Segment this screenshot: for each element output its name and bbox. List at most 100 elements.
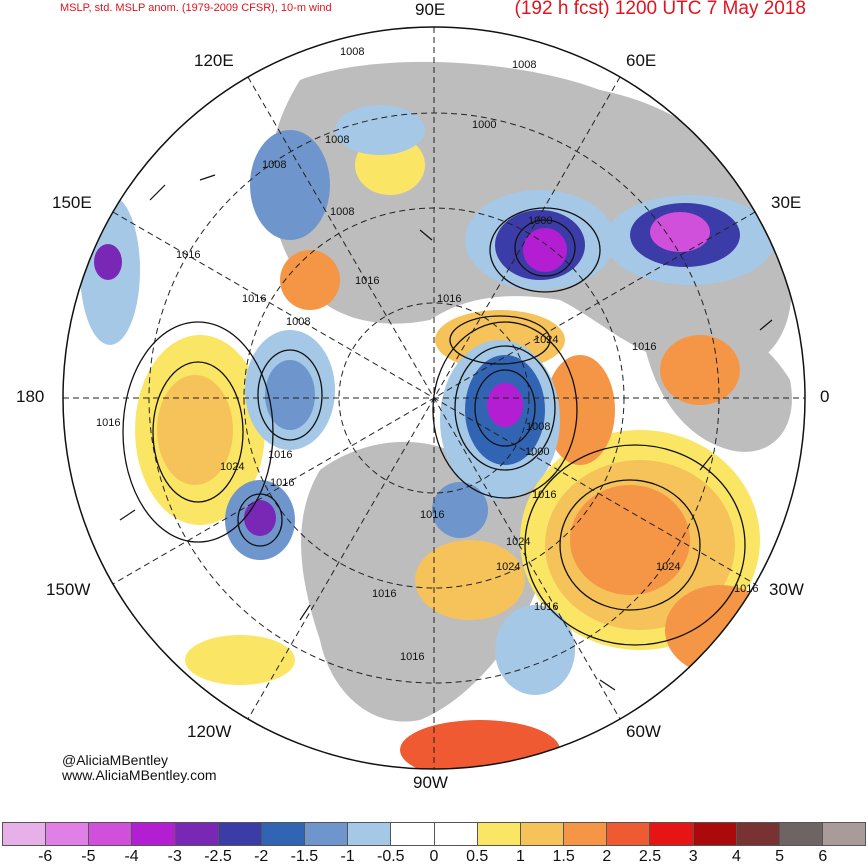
colorbar-tick-label: -6	[38, 848, 53, 865]
isobar-label: 1016	[372, 588, 396, 600]
map-border	[62, 26, 806, 770]
colorbar-tick-label: 2.5	[638, 848, 662, 865]
colorbar-tick-label: 4	[731, 848, 741, 865]
lon-label-60e: 60E	[626, 51, 657, 70]
anom-pos-scandinavia	[545, 355, 615, 465]
anom-neg-hudson	[432, 482, 488, 538]
isobar-label: 1000	[528, 215, 552, 227]
isobar-label: 1016	[534, 601, 558, 613]
lon-label-90e: 90E	[415, 0, 446, 19]
isobar-labels: 1008 1008 1000 1008 1008 1000 1016 1016 …	[96, 46, 758, 663]
anomaly-colorbar	[2, 822, 866, 846]
colorbar-tick-label: -3	[167, 848, 182, 865]
colorbar-segment	[693, 823, 737, 845]
colorbar-segment	[477, 823, 521, 845]
colorbar-segment	[218, 823, 262, 845]
isobar-label: 1016	[532, 489, 556, 501]
isobar-label: 1024	[506, 536, 530, 548]
isobars	[122, 207, 746, 646]
isobar-label: 1016	[734, 583, 758, 595]
isobar-label: 1008	[286, 316, 310, 328]
isobar-label: 1024	[656, 561, 680, 573]
lon-label-150e: 150E	[52, 193, 92, 212]
colorbar-tick-label: 6	[818, 848, 828, 865]
colorbar-ticks: -6 -5 -4 -3 -2.5 -2 -1.5 -1 -0.5 0 0.5 1 1.5 2 2.5 3 4 5 6	[0, 848, 868, 865]
colorbar-segment	[348, 823, 392, 845]
colorbar-segment	[391, 823, 435, 845]
forecast-title: (192 h fcst) 1200 UTC 7 May 2018	[514, 0, 806, 19]
isobar-label: 1008	[330, 206, 354, 218]
isobar-label: 1016	[176, 249, 200, 261]
lon-label-90w: 90W	[413, 773, 448, 792]
isobar-label: 1008	[325, 134, 349, 146]
colorbar-segment	[736, 823, 780, 845]
anom-neg-russia-core	[523, 228, 567, 272]
colorbar-segment	[434, 823, 478, 845]
isobar-label: 1000	[472, 119, 496, 131]
lon-label-120e: 120E	[194, 51, 234, 70]
anom-pos-atlantic-core	[570, 485, 690, 595]
isobar-label: 1008	[512, 59, 536, 71]
isobar-label: 1016	[632, 341, 656, 353]
colorbar-segment	[520, 823, 565, 845]
product-title: MSLP, std. MSLP anom. (1979-2009 CFSR), …	[60, 2, 332, 14]
anom-neg-urals-core	[650, 212, 710, 252]
anom-pos-canada	[415, 540, 525, 620]
wind-barbs	[119, 174, 773, 691]
polar-map: 1008 1008 1000 1008 1008 1000 1016 1016 …	[62, 26, 806, 770]
isobar-label: 1008	[340, 46, 364, 58]
isobar-label: 1016	[355, 275, 379, 287]
isobar-label: 1008	[526, 421, 550, 433]
anom-neg-north-pacific	[335, 105, 425, 155]
colorbar-segment	[564, 823, 608, 845]
colorbar-tick-label: 0.5	[466, 848, 489, 865]
colorbar-segment	[3, 823, 47, 845]
colorbar-tick-label: -4	[124, 848, 139, 865]
isobar-label: 1016	[437, 293, 461, 305]
colorbar-segment	[261, 823, 306, 845]
colorbar-tick-label: -5	[81, 848, 96, 865]
credit-site: www.AliciaMBentley.com	[62, 767, 217, 783]
colorbar-tick-label: 0	[429, 848, 439, 865]
anom-pos-west-africa	[660, 335, 740, 405]
colorbar-tick-label: -2.5	[204, 848, 232, 865]
isobar-label: 1024	[220, 461, 244, 473]
anom-pos-siberia	[280, 250, 340, 310]
isobar-label: 1016	[268, 449, 292, 461]
anom-pos-atlantic-south	[665, 585, 775, 675]
isobar-label: 1000	[525, 446, 549, 458]
colorbar-tick-label: 1.5	[552, 848, 575, 865]
lon-label-180: 180	[16, 387, 45, 406]
anom-neg-pole-core	[487, 383, 523, 427]
anom-neg-gulf	[495, 605, 575, 695]
colorbar-segment	[822, 823, 866, 845]
lon-label-150w: 150W	[46, 580, 91, 599]
colorbar-tick-label: 5	[775, 848, 785, 865]
anom-pos-pacific-core	[157, 375, 233, 485]
anom-pos-mexico	[400, 720, 560, 769]
colorbar-tick-label: 2	[602, 848, 612, 865]
lon-label-30e: 30E	[771, 193, 802, 212]
colorbar-segment	[305, 823, 349, 845]
isobar-label: 1016	[400, 651, 424, 663]
lon-label-0: 0	[820, 387, 830, 406]
credit-handle: @AliciaMBentley	[62, 752, 169, 768]
lon-label-120w: 120W	[187, 722, 232, 741]
anom-pos-us-west	[185, 635, 295, 685]
isobar-label: 1016	[96, 417, 120, 429]
isobar-label: 1024	[534, 334, 558, 346]
isobar-label: 1008	[262, 159, 286, 171]
colorbar-tick-label: -0.5	[377, 848, 405, 865]
colorbar-segment	[89, 823, 133, 845]
colorbar-segment	[132, 823, 176, 845]
isobar-label: 1016	[270, 477, 294, 489]
isobar-label: 1024	[496, 561, 520, 573]
lon-label-60w: 60W	[626, 722, 661, 741]
map-disc	[63, 27, 805, 769]
isobar-label: 1016	[242, 293, 266, 305]
colorbar-tick-label: -1	[340, 848, 355, 865]
colorbar-segment	[46, 823, 90, 845]
colorbar-tick-label: 3	[688, 848, 698, 865]
colorbar-tick-label: -2	[254, 848, 269, 865]
lon-label-30w: 30W	[769, 580, 804, 599]
